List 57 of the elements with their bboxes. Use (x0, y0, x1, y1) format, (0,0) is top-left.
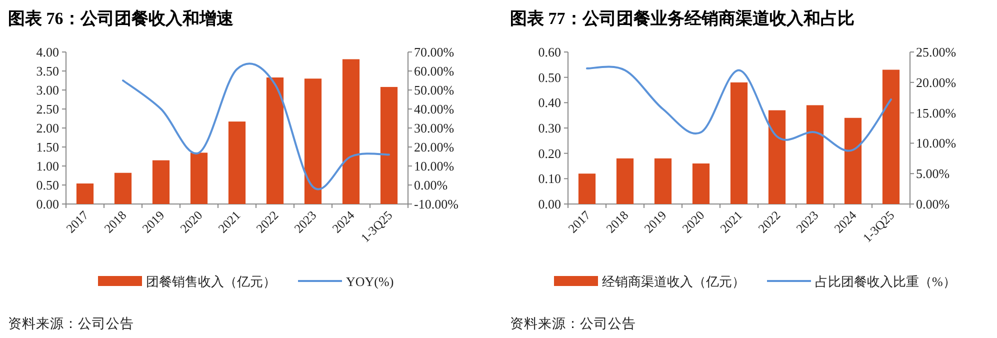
y-tick-label: 0.00 (538, 196, 561, 212)
y-tick-label: 0.10 (538, 171, 561, 186)
y-tick-label: 4.00 (36, 44, 59, 60)
bar (616, 158, 634, 204)
bar (806, 105, 824, 204)
legend-label: YOY(%) (346, 274, 394, 289)
y-tick-label: 0.00 (36, 196, 59, 212)
bar (692, 163, 710, 204)
bar (844, 118, 862, 204)
bar (266, 77, 284, 204)
y2-tick-label: 0.00% (414, 178, 448, 192)
y2-tick-label: 0.00% (916, 196, 950, 212)
bar (342, 59, 360, 204)
y2-tick-label: 70.00% (414, 44, 454, 60)
y-tick-label: 0.60 (538, 44, 561, 60)
bar (228, 122, 246, 204)
y2-tick-label: -10.00% (414, 196, 459, 212)
chart-title: 图表 76：公司团餐收入和增速 (8, 9, 234, 28)
y-tick-label: 0.30 (538, 120, 561, 136)
text: 资料来源：公司公告 (8, 316, 134, 331)
y-tick-label: 2.00 (36, 120, 59, 136)
y2-tick-label: 10.00% (414, 158, 454, 174)
y2-tick-label: 50.00% (414, 82, 454, 98)
legend-label: 占比团餐收入比重（%） (815, 274, 956, 289)
y2-tick-label: 15.00% (916, 105, 956, 120)
bar (114, 172, 132, 204)
y2-tick-label: 30.00% (414, 120, 454, 136)
bar (654, 158, 672, 204)
bar (152, 160, 170, 204)
y-tick-label: 3.50 (36, 64, 59, 78)
y-tick-label: 0.20 (538, 146, 561, 161)
legend-label: 团餐销售收入（亿元） (146, 274, 276, 289)
y2-tick-label: 60.00% (414, 64, 454, 78)
text: 资料来源：公司公告 (510, 316, 636, 331)
y2-tick-label: 5.00% (916, 166, 950, 182)
bar (882, 70, 900, 204)
bar (76, 183, 94, 204)
y-tick-label: 0.40 (538, 95, 561, 110)
bar (380, 86, 398, 204)
y-tick-label: 1.00 (36, 158, 59, 174)
chart-title: 图表 77：公司团餐业务经销商渠道收入和占比 (510, 9, 854, 28)
bar (768, 110, 786, 204)
bar (730, 82, 748, 204)
y2-tick-label: 20.00% (916, 74, 956, 90)
bar (190, 152, 208, 204)
y-tick-label: 1.50 (36, 140, 59, 154)
y2-tick-label: 20.00% (414, 140, 454, 154)
y-tick-label: 3.00 (36, 82, 59, 98)
legend-label: 经销商渠道收入（亿元） (602, 274, 745, 289)
bar (304, 78, 322, 204)
bar (578, 174, 596, 204)
y-tick-label: 0.50 (36, 178, 59, 192)
y-tick-label: 0.50 (538, 70, 561, 85)
y2-tick-label: 25.00% (916, 44, 956, 60)
y-tick-label: 2.50 (36, 102, 59, 116)
y2-tick-label: 10.00% (916, 136, 956, 151)
y2-tick-label: 40.00% (414, 102, 454, 116)
